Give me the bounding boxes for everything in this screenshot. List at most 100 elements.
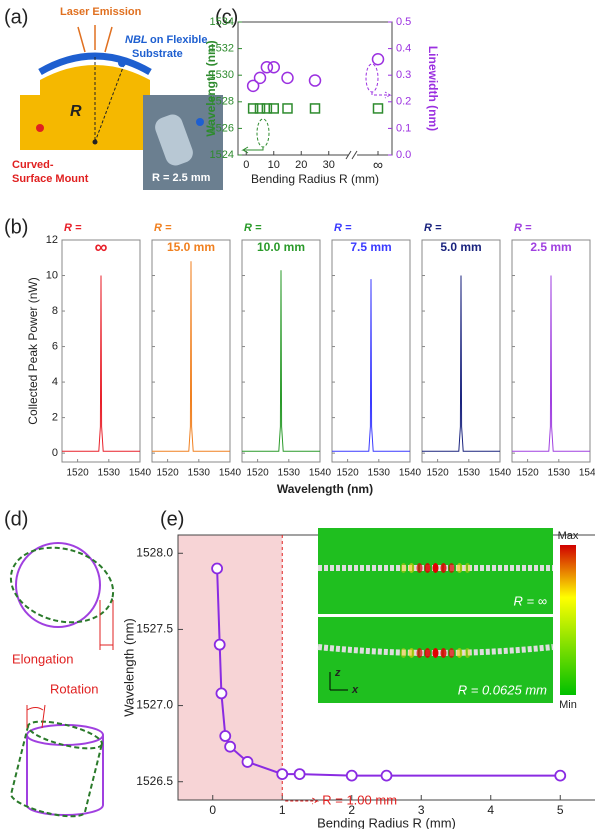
x-tick-label: 1520 <box>156 468 179 479</box>
radius-line <box>94 61 126 143</box>
marker <box>253 71 267 85</box>
x-tick-label: 10 <box>268 159 280 171</box>
axis-break <box>345 150 358 160</box>
plot-frame <box>421 239 501 463</box>
cyl-top-tilted <box>27 720 103 750</box>
y-axis-label: Wavelength (nm) <box>204 40 218 136</box>
marker <box>196 118 204 126</box>
x-tick-label: 1520 <box>336 468 359 479</box>
marker <box>281 71 294 85</box>
x-tick-label: 0 <box>243 159 249 171</box>
y-tick-label: 1527.5 <box>136 622 173 636</box>
x-tick-label: 1520 <box>516 468 539 479</box>
x-tick-label: 1540 <box>399 468 422 479</box>
x-axis-label: Bending Radius R (mm) <box>317 815 456 829</box>
label: Laser Emission <box>60 6 142 18</box>
x-tick-label: 1540 <box>219 468 242 479</box>
hint <box>365 63 379 93</box>
y-tick-label: 1528 <box>210 96 234 108</box>
y-tick-label: 1534 <box>210 16 234 28</box>
mode-spot <box>440 648 447 658</box>
marker <box>267 60 280 74</box>
x-tick-label: 0 <box>209 803 216 817</box>
spectrum <box>152 261 230 452</box>
label: Elongation <box>12 651 73 666</box>
marker <box>215 687 228 700</box>
marker <box>268 103 279 114</box>
y2-tick-label: 0.0 <box>396 149 411 161</box>
x-tick-label: 5 <box>557 803 564 817</box>
colorbar <box>560 545 576 695</box>
hint <box>256 118 270 148</box>
legend-label: 5.0 mm <box>440 240 481 254</box>
x-tick-label: 1540 <box>579 468 595 479</box>
mode-spot <box>456 648 463 658</box>
legend-label: ∞ <box>95 237 108 257</box>
subplot-prefix: R = <box>64 222 82 234</box>
mode-spot <box>440 563 447 573</box>
label: R = 2.5 mm <box>152 172 211 184</box>
y2-tick-label: 0.5 <box>396 16 411 28</box>
marker <box>293 768 306 781</box>
marker <box>246 79 260 93</box>
y-tick-label: 0 <box>52 447 58 459</box>
y-tick-label: 4 <box>52 376 58 388</box>
plot-frame <box>331 239 411 463</box>
elongation-arrows <box>99 600 114 650</box>
circle <box>15 542 101 628</box>
colorbar-label: Min <box>559 699 577 711</box>
y-tick-label: 1527.0 <box>136 698 173 712</box>
x-tick-label: 1530 <box>188 468 211 479</box>
spectrum <box>62 275 140 452</box>
y2-tick-label: 0.1 <box>396 122 411 134</box>
rotation-arrows <box>26 704 46 729</box>
y-tick-label: 1526 <box>210 122 234 134</box>
plot-frame <box>241 239 321 463</box>
legend-label: 15.0 mm <box>167 240 215 254</box>
inset-axis: z <box>334 667 341 679</box>
marker <box>345 769 358 782</box>
mode-spot <box>416 648 423 658</box>
inset-field <box>318 617 553 703</box>
x-tick-label: 1530 <box>548 468 571 479</box>
marker <box>308 74 322 87</box>
label: R <box>70 103 82 120</box>
marker <box>247 103 259 114</box>
inset-axis: x <box>351 684 359 696</box>
label: Substrate <box>132 48 183 60</box>
panel-label: (e) <box>160 508 184 530</box>
marker <box>254 103 266 114</box>
y2-tick-label: 0.4 <box>396 43 411 55</box>
x-tick-label: 1520 <box>426 468 449 479</box>
cyl-body-tilted <box>10 725 103 818</box>
marker <box>211 562 223 575</box>
mode-spot <box>408 648 415 658</box>
label: Rotation <box>50 681 98 696</box>
y-tick-label: 12 <box>46 234 58 246</box>
hint <box>371 91 392 99</box>
mode-spot <box>432 563 439 573</box>
center <box>92 139 98 145</box>
mode-spot <box>416 563 423 573</box>
x-tick-label: 1540 <box>129 468 152 479</box>
label: Surface Mount <box>12 173 89 185</box>
subplot-prefix: R = <box>514 222 532 234</box>
plot-frame <box>511 239 591 463</box>
x-tick-label: 1530 <box>368 468 391 479</box>
mode-spot <box>400 563 407 573</box>
x-tick-label: 1540 <box>489 468 512 479</box>
marker <box>380 769 393 782</box>
x-tick-label: 1530 <box>278 468 301 479</box>
y-tick-label: 10 <box>46 269 58 281</box>
diagram-a <box>20 25 223 190</box>
y-tick-label: 1528.0 <box>136 545 173 559</box>
panel-label: (b) <box>4 216 28 238</box>
photo-sample <box>155 114 193 166</box>
x-tick-label: 1 <box>279 803 286 817</box>
spectrum <box>422 275 500 452</box>
mode-spot <box>456 563 463 573</box>
x-tick-label: 1540 <box>309 468 332 479</box>
marker <box>219 730 232 742</box>
label: Curved- <box>12 159 54 171</box>
legend-label: 7.5 mm <box>350 240 391 254</box>
